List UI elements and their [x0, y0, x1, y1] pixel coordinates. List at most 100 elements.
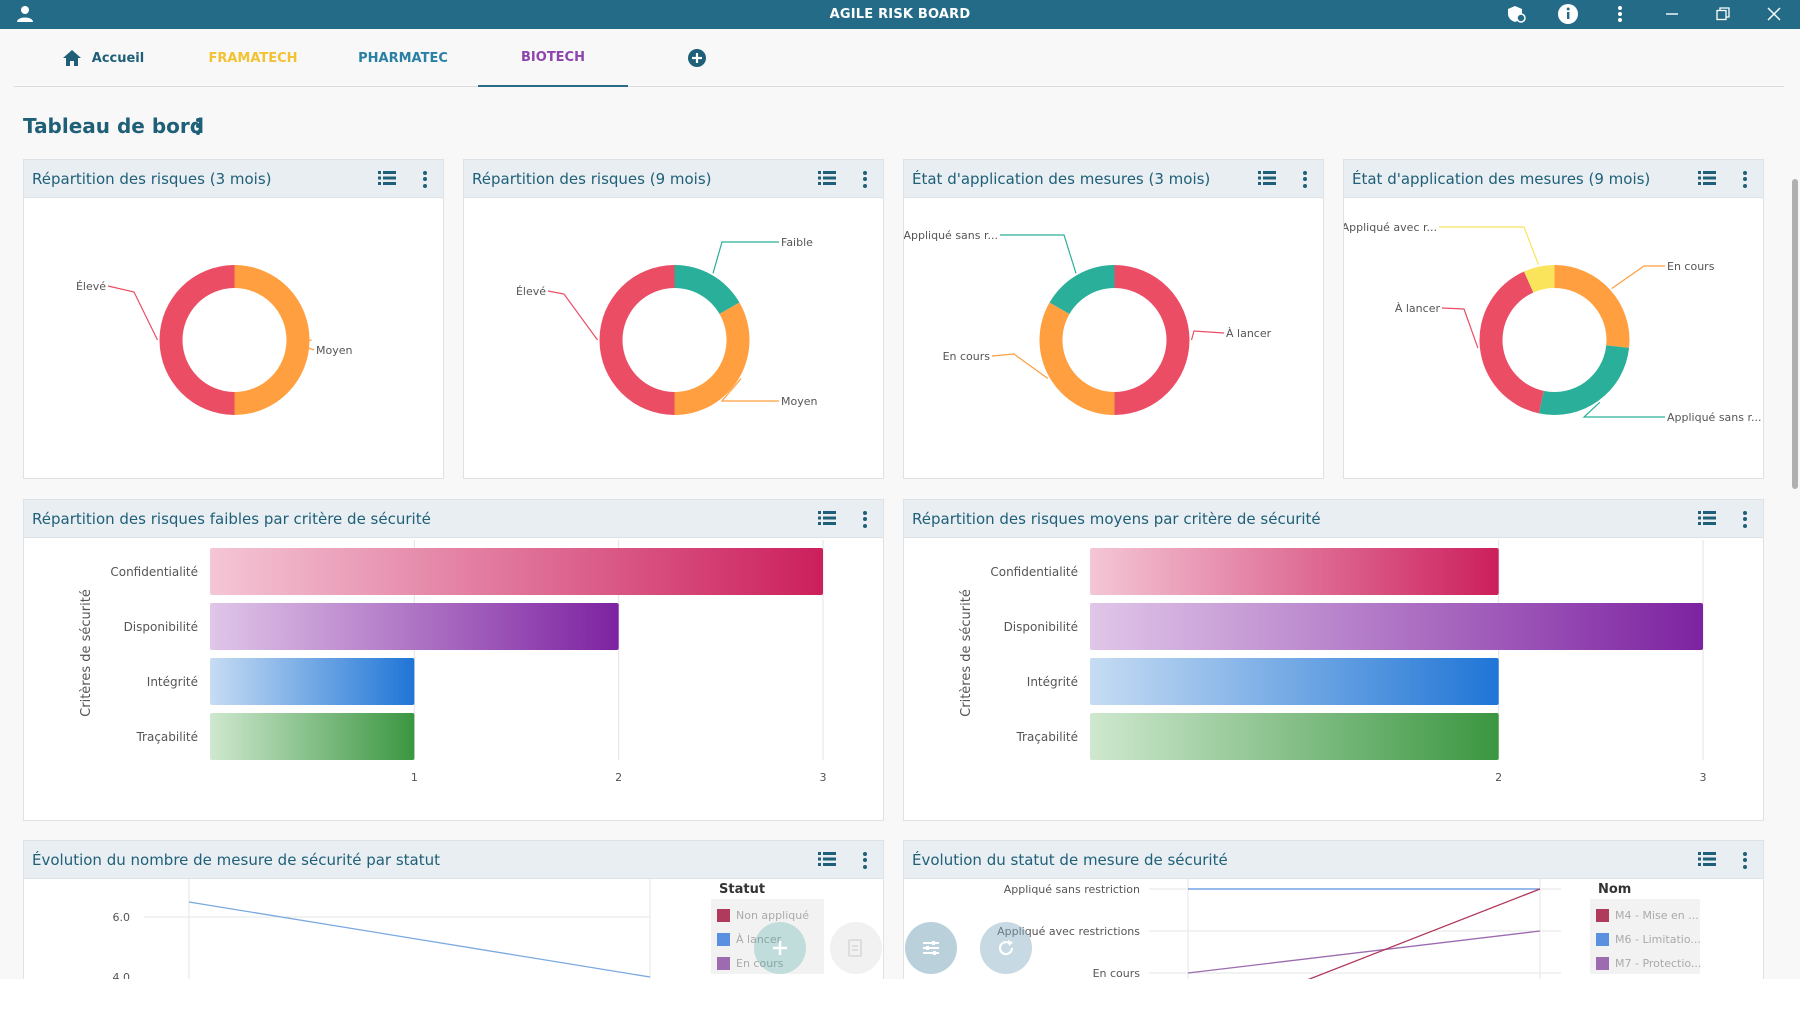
series-line [188, 901, 651, 978]
tab-biotech[interactable]: BIOTECH [478, 29, 628, 87]
card-more-icon[interactable] [858, 169, 872, 189]
chart-area: Faible Moyen Élevé [464, 198, 883, 478]
list-icon[interactable] [1698, 852, 1716, 866]
slice-label: Faible [781, 236, 813, 249]
line-chart-evol: 6.0 4.0 Statut Non appliqué À lancer En cours [113, 879, 824, 979]
card-faibles: Répartition des risques faibles par crit… [23, 499, 884, 821]
bar-chart-faibles: 1 2 3 Critères de sécurité Confidentialité Di… [79, 540, 827, 784]
tab-label: FRAMATECH [208, 50, 298, 66]
axis-label: Critères de sécurité [959, 589, 974, 717]
chart-area: 6.0 4.0 Statut Non appliqué À lancer En cours [24, 879, 883, 979]
donut-chart-mes9: En cours Appliqué sans r... À lancer Appliq… [1344, 221, 1762, 424]
card-more-icon[interactable] [858, 850, 872, 870]
category-label: Intégrité [1027, 675, 1078, 689]
card-more-icon[interactable] [1738, 509, 1752, 529]
tick-label: En cours [1093, 967, 1141, 979]
add-fab-button[interactable] [754, 922, 806, 974]
legend-swatch [717, 957, 730, 970]
list-icon[interactable] [818, 511, 836, 525]
tick-label: 1 [411, 771, 418, 784]
list-icon[interactable] [1698, 171, 1716, 185]
bar [210, 713, 415, 760]
list-icon[interactable] [1698, 511, 1716, 525]
restore-icon[interactable] [1710, 2, 1736, 26]
tab-label: PHARMATEC [358, 50, 448, 66]
tick-label: 2 [615, 771, 622, 784]
leader-line [1439, 226, 1540, 265]
legend-title: Nom [1598, 882, 1631, 897]
tab-pharmatec[interactable]: PHARMATEC [328, 29, 478, 87]
legend-swatch [717, 933, 730, 946]
donut-slice [1523, 265, 1555, 293]
add-tab-button[interactable] [672, 29, 722, 87]
bar [1090, 548, 1499, 595]
list-icon[interactable] [818, 171, 836, 185]
card-header: État d'application des mesures (3 mois) [904, 160, 1323, 198]
slice-label: Moyen [781, 395, 817, 408]
leader-line [107, 285, 159, 341]
bar [210, 658, 415, 705]
minimize-icon[interactable] [1659, 2, 1685, 26]
card-title: Répartition des risques moyens par critè… [912, 510, 1321, 528]
leader-line [291, 339, 315, 351]
info-icon[interactable] [1555, 2, 1581, 26]
donut-slice [159, 265, 235, 415]
legend-swatch [1596, 933, 1609, 946]
tick-label: Appliqué sans restriction [1004, 883, 1140, 896]
tick-label: 6.0 [113, 911, 131, 924]
tick-label: Appliqué avec restrictions [997, 925, 1140, 938]
legend-label: Non appliqué [736, 909, 809, 922]
donut-slice [1554, 265, 1630, 348]
card-more-icon[interactable] [418, 169, 432, 189]
category-label: Intégrité [147, 675, 198, 689]
leader-line [1000, 234, 1077, 274]
card-title: État d'application des mesures (9 mois) [1352, 170, 1651, 188]
tick-label: 2 [1495, 771, 1502, 784]
card-more-icon[interactable] [858, 509, 872, 529]
card-header: Répartition des risques (9 mois) [464, 160, 883, 198]
category-label: Disponibilité [124, 620, 198, 634]
document-fab-button[interactable] [830, 922, 882, 974]
bar [1090, 658, 1499, 705]
sliders-icon [923, 941, 939, 955]
legend-label: À lancer [736, 933, 782, 946]
refresh-fab-button[interactable] [980, 922, 1032, 974]
filter-fab-button[interactable] [905, 922, 957, 974]
card-title: Répartition des risques (9 mois) [472, 170, 712, 188]
card-more-icon[interactable] [1738, 850, 1752, 870]
legend-label: M4 - Mise en ... [1615, 909, 1699, 922]
legend-swatch [717, 909, 730, 922]
donut-chart-risk9: Faible Moyen Élevé [516, 236, 817, 415]
scrollbar-thumb[interactable] [1792, 179, 1798, 489]
card-risk9: Répartition des risques (9 mois) Faible M… [463, 159, 884, 479]
donut-slice [1039, 302, 1115, 415]
card-statut: Évolution du statut de mesure de sécurit… [903, 840, 1764, 979]
card-mes3: État d'application des mesures (3 mois) … [903, 159, 1324, 479]
card-risk3: Répartition des risques (3 mois) Moyen Él… [23, 159, 444, 479]
bar [210, 548, 823, 595]
tab-framatech[interactable]: FRAMATECH [178, 29, 328, 87]
list-icon[interactable] [818, 852, 836, 866]
list-icon[interactable] [1258, 171, 1276, 185]
bar [1090, 603, 1703, 650]
tab-accueil[interactable]: Accueil [28, 29, 178, 87]
more-vertical-icon[interactable] [1607, 2, 1633, 26]
app-title: AGILE RISK BOARD [829, 7, 971, 22]
list-icon[interactable] [378, 171, 396, 185]
user-icon[interactable] [12, 2, 38, 26]
leader-line [991, 353, 1049, 379]
shield-icon[interactable] [1503, 2, 1529, 26]
category-label: Confidentialité [110, 565, 198, 579]
card-header: Répartition des risques faibles par crit… [24, 500, 883, 538]
legend-swatch [1596, 957, 1609, 970]
donut-slice [674, 265, 740, 314]
card-more-icon[interactable] [1298, 169, 1312, 189]
page-title: Tableau de bord [23, 114, 205, 138]
close-icon[interactable] [1761, 2, 1787, 26]
home-icon [62, 50, 81, 66]
bar-chart-moyens: 2 3 Critères de sécurité Confidentialité Dis… [959, 540, 1707, 784]
card-title: Évolution du statut de mesure de sécurit… [912, 851, 1228, 869]
page-more-icon[interactable] [191, 116, 205, 136]
donut-slice [599, 265, 675, 415]
card-more-icon[interactable] [1738, 169, 1752, 189]
